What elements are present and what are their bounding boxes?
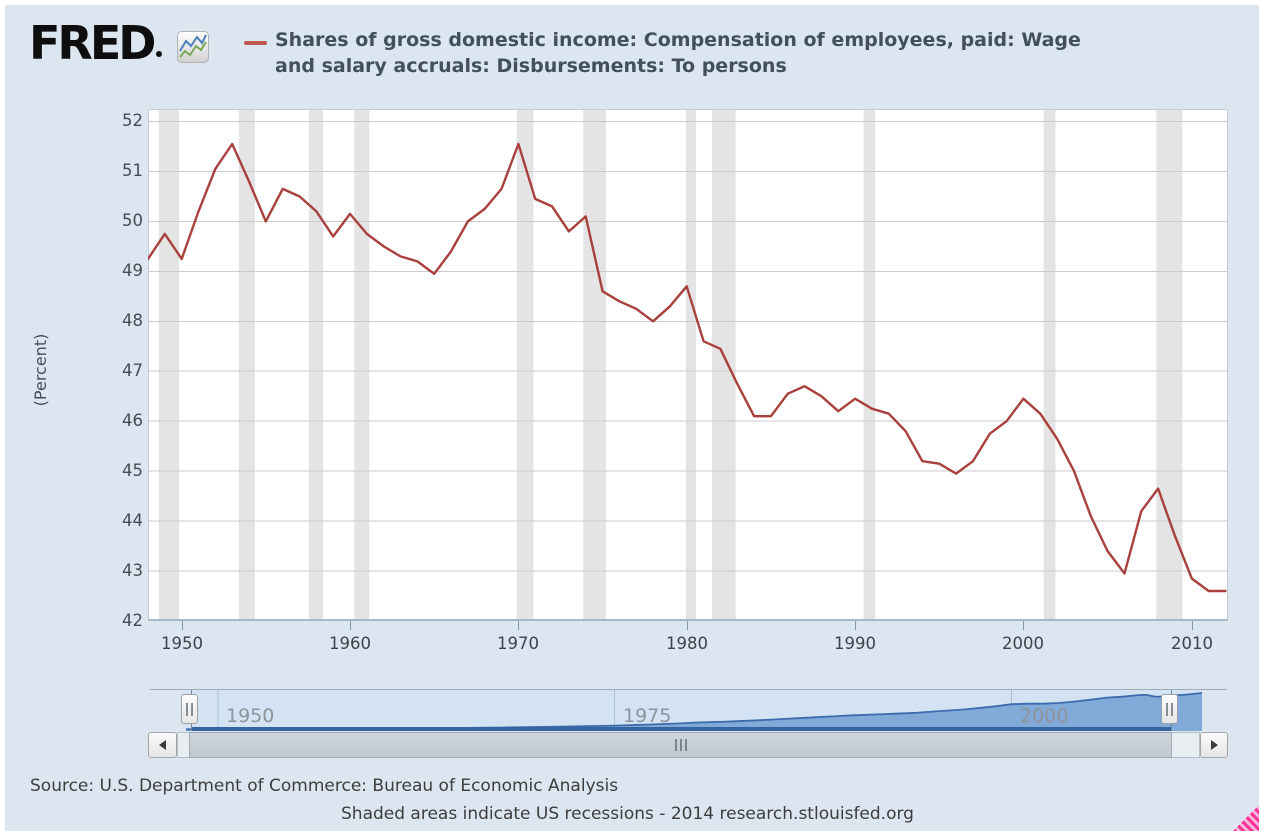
x-tick-mark [687,621,688,630]
chart-title-line1: Shares of gross domestic income: Compens… [275,29,1081,51]
y-tick-label: 45 [122,461,143,480]
handle-grip-icon [186,702,188,716]
mini-chart-year-label: 1975 [623,705,672,727]
selected-range-indicator [191,727,1172,731]
y-tick-label: 42 [122,611,143,630]
y-tick-label: 47 [122,361,143,380]
main-chart-plot-area[interactable] [148,109,1228,621]
mini-chart-year-label: 1950 [226,705,275,727]
x-tick-mark [518,621,519,630]
source-text: Source: U.S. Department of Commerce: Bur… [30,776,619,796]
scrollbar-thumb[interactable] [189,732,1172,758]
y-tick-label: 43 [122,561,143,580]
y-tick-label: 49 [122,261,143,280]
x-axis-line [148,619,1228,621]
fred-logo[interactable]: FRED [29,16,163,70]
date-range-mini-chart[interactable] [186,690,1202,731]
x-tick-mark [1023,621,1024,630]
left-arrow-icon [159,740,166,750]
handle-grip-icon [1171,702,1173,716]
range-end-handle[interactable] [1161,694,1178,724]
thumb-grip-icon [684,739,687,751]
fred-sparkline-icon[interactable] [177,31,209,63]
recession-note-text: Shaded areas indicate US recessions - 20… [341,804,914,824]
x-tick-mark [1192,621,1193,630]
handle-grip-icon [1166,702,1168,716]
x-tick-label: 1950 [161,634,203,653]
x-tick-mark [855,621,856,630]
x-tick-label: 1980 [666,634,708,653]
scrollbar-right-button[interactable] [1200,732,1228,758]
chart-title: Shares of gross domestic income: Compens… [275,27,1081,79]
range-start-handle[interactable] [181,694,198,724]
y-tick-label: 46 [122,411,143,430]
y-tick-label: 51 [122,161,143,180]
fred-logo-text: FRED [29,16,156,70]
thumb-grip-icon [679,739,682,751]
y-tick-label: 48 [122,311,143,330]
series-legend-dash [244,41,267,45]
x-tick-label: 1960 [329,634,371,653]
y-axis-title: (Percent) [31,333,50,407]
x-tick-label: 2000 [1002,634,1044,653]
chart-title-line2: and salary accruals: Disbursements: To p… [275,55,787,77]
y-tick-label: 44 [122,511,143,530]
y-tick-label: 50 [122,211,143,230]
thumb-grip-icon [674,739,677,751]
x-tick-label: 1990 [834,634,876,653]
x-tick-mark [182,621,183,630]
x-tick-label: 1970 [497,634,539,653]
slider-top-border [150,689,1227,690]
mini-chart-year-label: 2000 [1020,705,1069,727]
y-tick-label: 52 [122,111,143,130]
handle-grip-icon [191,702,193,716]
x-tick-label: 2010 [1171,634,1213,653]
right-arrow-icon [1210,740,1218,750]
registered-mark-icon [156,51,163,57]
scrollbar-left-button[interactable] [148,732,177,758]
x-tick-mark [350,621,351,630]
